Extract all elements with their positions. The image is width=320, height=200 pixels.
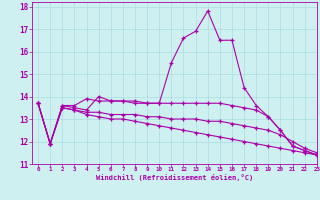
X-axis label: Windchill (Refroidissement éolien,°C): Windchill (Refroidissement éolien,°C) <box>96 174 253 181</box>
